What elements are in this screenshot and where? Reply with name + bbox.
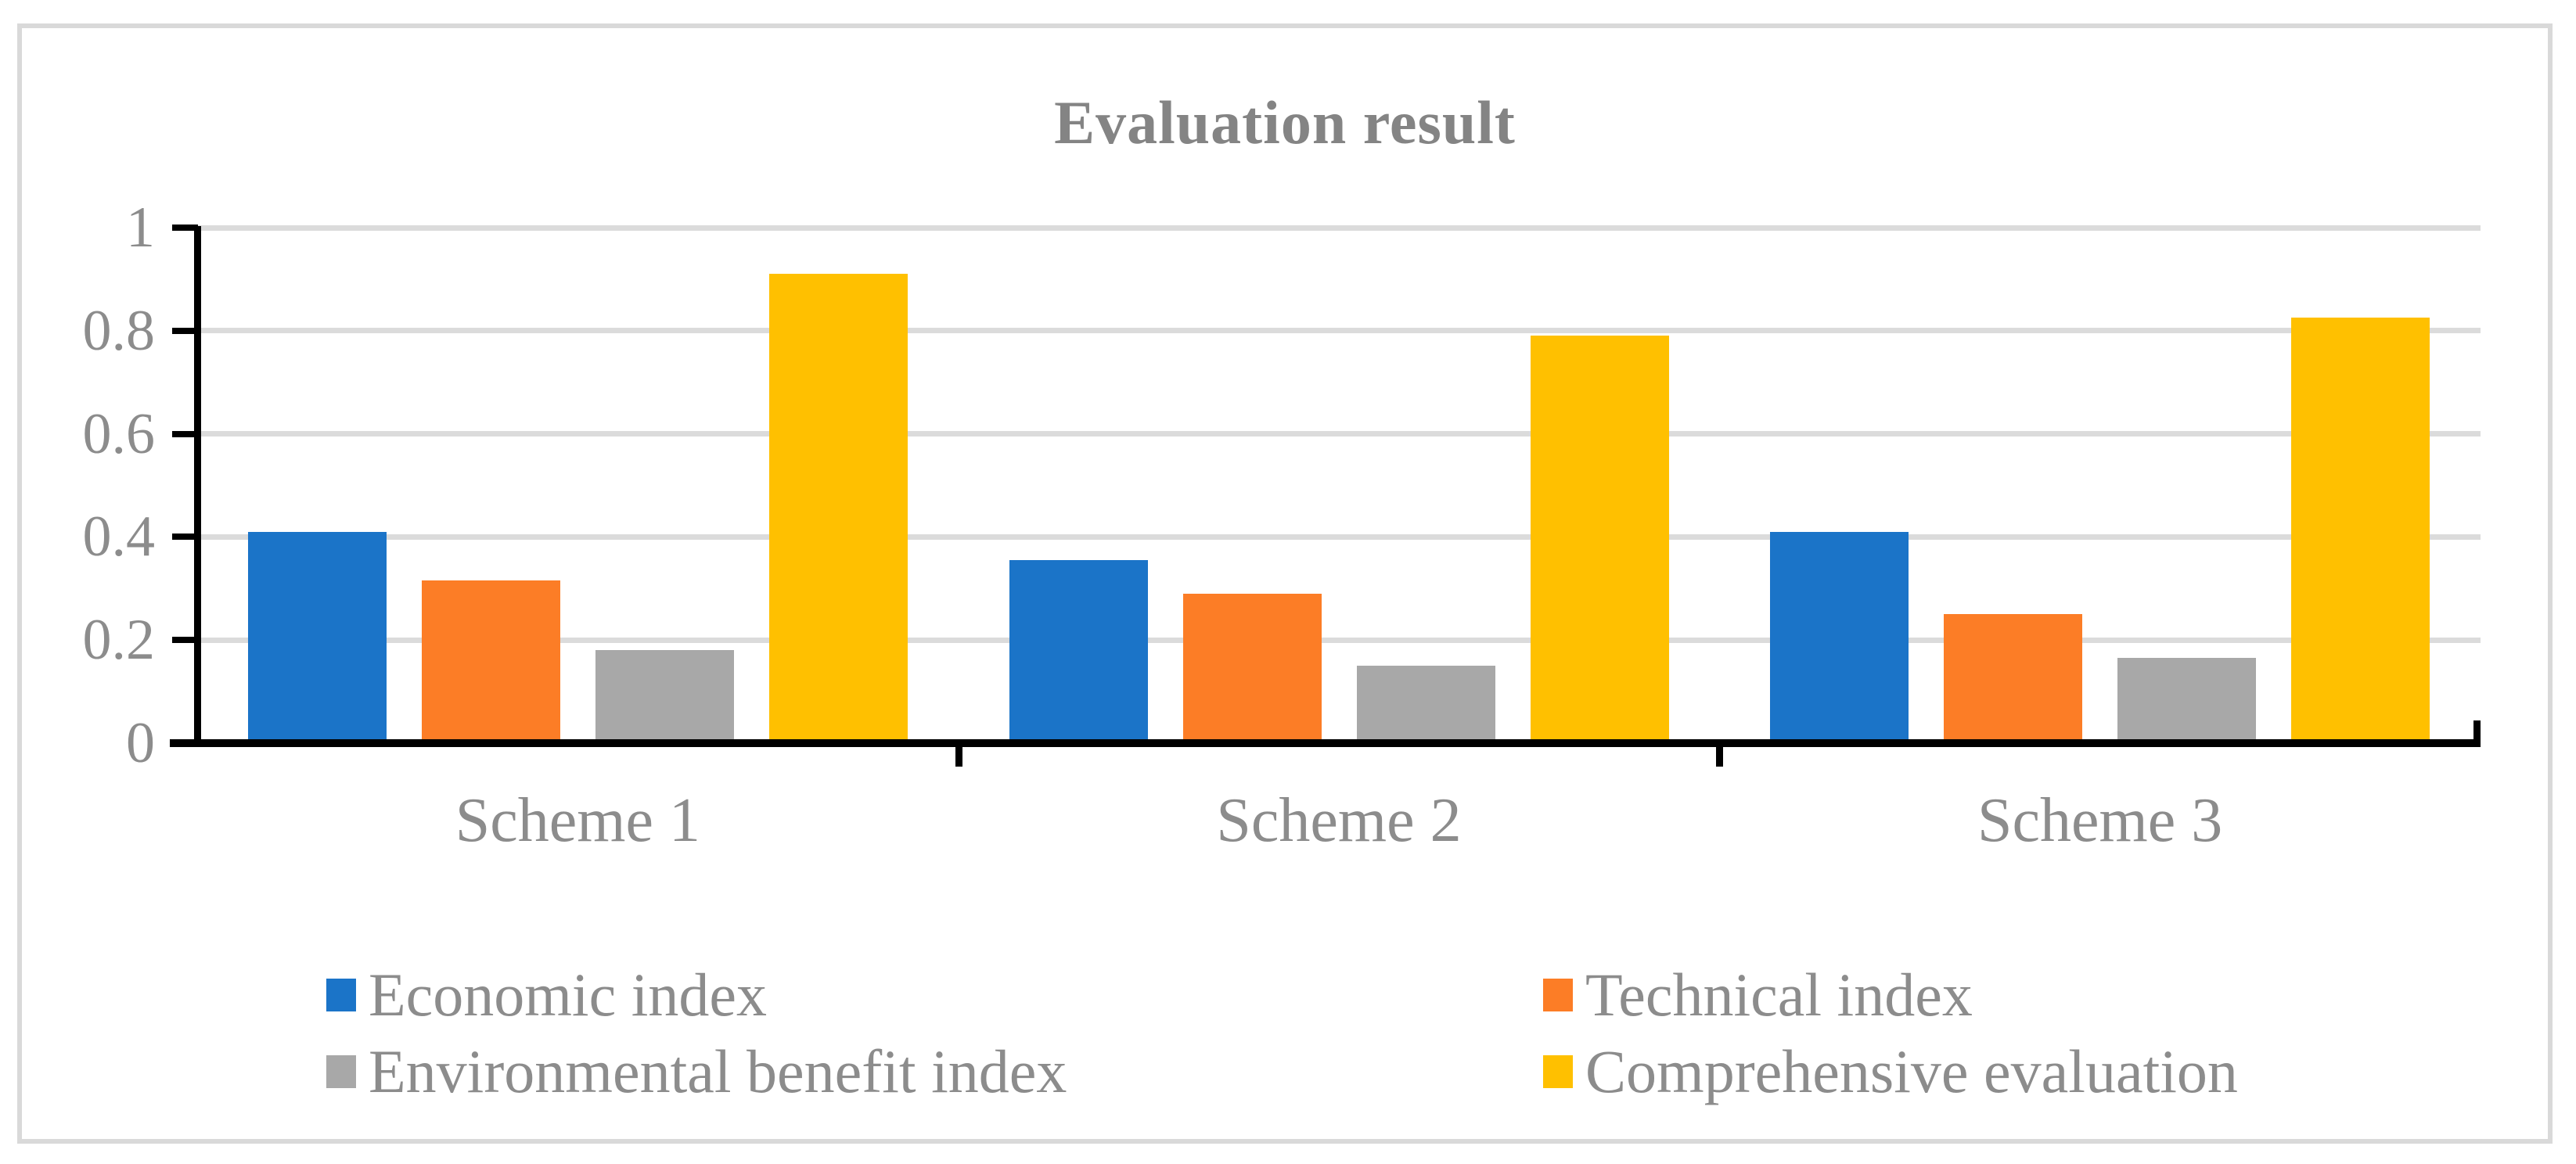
x-axis-end-tick	[2473, 720, 2481, 744]
legend-label: Environmental benefit index	[369, 1037, 1067, 1105]
bar-economic-index-scheme-1	[247, 531, 387, 743]
legend-label: Economic index	[369, 961, 768, 1029]
legend-swatch-icon	[1543, 1055, 1573, 1088]
x-axis-line	[170, 739, 2481, 747]
bar-comprehensive-evaluation-scheme-1	[768, 274, 908, 743]
legend-label: Comprehensive evaluation	[1585, 1037, 2238, 1105]
bar-economic-index-scheme-2	[1009, 560, 1148, 743]
gridline	[197, 328, 2481, 334]
bar-group-scheme-1	[247, 228, 908, 743]
gridline	[197, 637, 2481, 643]
legend-swatch-icon	[326, 1055, 356, 1088]
gridline	[197, 225, 2481, 231]
legend-swatch-icon	[326, 979, 356, 1011]
y-tick-label: 0.2	[82, 608, 156, 673]
legend-item-economic-index: Economic index	[326, 961, 768, 1029]
y-tick	[172, 225, 198, 231]
y-tick	[172, 534, 198, 541]
y-tick-label: 0.4	[82, 505, 156, 569]
legend-item-technical-index: Technical index	[1543, 961, 1973, 1029]
bar-technical-index-scheme-2	[1182, 593, 1322, 743]
chart-title: Evaluation result	[1054, 88, 1516, 156]
y-tick-label: 0.6	[82, 401, 156, 466]
x-category-label: Scheme 2	[1216, 786, 1462, 855]
y-tick-label: 0.8	[82, 298, 156, 363]
x-axis-tick	[1716, 743, 1724, 767]
bar-environmental-benefit-index-scheme-3	[2117, 658, 2257, 743]
plot-area	[197, 225, 2481, 743]
bar-group-scheme-3	[1770, 228, 2430, 743]
legend-item-comprehensive-evaluation: Comprehensive evaluation	[1543, 1037, 2238, 1105]
x-category-label: Scheme 1	[455, 786, 700, 855]
x-category-label: Scheme 3	[1977, 786, 2223, 855]
bar-environmental-benefit-index-scheme-1	[595, 650, 734, 743]
y-tick-label: 1	[126, 196, 155, 260]
gridline	[197, 534, 2481, 540]
bar-environmental-benefit-index-scheme-2	[1356, 666, 1495, 743]
y-tick	[172, 430, 198, 437]
bar-economic-index-scheme-3	[1770, 531, 1909, 743]
y-tick	[172, 637, 198, 644]
gridline	[197, 431, 2481, 437]
legend-swatch-icon	[1543, 979, 1573, 1011]
legend-label: Technical index	[1585, 961, 1973, 1029]
bar-technical-index-scheme-1	[421, 580, 560, 743]
y-axis-line	[194, 226, 201, 743]
bar-comprehensive-evaluation-scheme-3	[2291, 318, 2430, 743]
bar-technical-index-scheme-3	[1944, 614, 2083, 743]
bar-comprehensive-evaluation-scheme-2	[1530, 336, 1669, 743]
legend-item-environmental-benefit-index: Environmental benefit index	[326, 1037, 1067, 1105]
y-tick-label: 0	[126, 711, 155, 775]
x-axis-tick	[955, 743, 962, 767]
bar-group-scheme-2	[1009, 228, 1669, 743]
y-tick	[172, 327, 198, 334]
